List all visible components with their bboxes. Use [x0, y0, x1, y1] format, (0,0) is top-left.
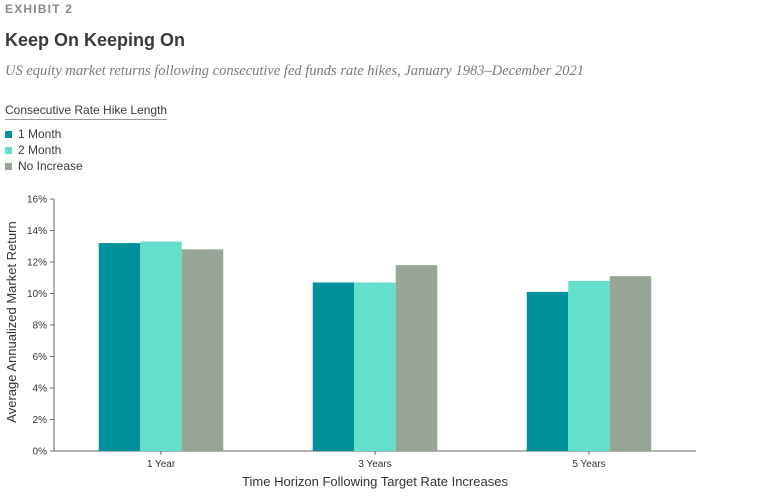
y-tick-label-6pct: 6%	[33, 352, 48, 363]
chart-subtitle: US equity market returns following conse…	[5, 63, 584, 79]
legend-label-no-increase: No Increase	[18, 159, 83, 173]
legend-title: Consecutive Rate Hike Length	[5, 103, 168, 120]
legend-label-1-month: 1 Month	[18, 127, 62, 141]
x-tick-label-1-year: 1 Year	[147, 459, 176, 470]
bar-2-month-5-years	[568, 280, 610, 451]
y-tick-label-12pct: 12%	[27, 258, 47, 269]
exhibit-label: EXHIBIT 2	[5, 2, 74, 16]
bar-1-month-1-year	[98, 243, 141, 451]
y-axis-title: Average Annualized Market Return	[4, 221, 19, 422]
legend-swatch-2-month	[5, 146, 12, 154]
legend-swatch-1-month	[5, 130, 12, 138]
y-tick-label-14pct: 14%	[27, 226, 47, 237]
legend: Consecutive Rate Hike Length 1 Month 2 M…	[5, 103, 168, 174]
bar-2-month-3-years	[354, 282, 396, 451]
legend-item-2-month: 2 Month	[5, 142, 167, 158]
y-tick-label-16pct: 16%	[27, 195, 47, 206]
bar-2-month-1-year	[140, 241, 182, 451]
bar-1-month-3-years	[312, 282, 355, 451]
y-tick-label-2pct: 2%	[33, 415, 48, 426]
y-tick-label-0pct: 0%	[33, 447, 48, 458]
legend-swatch-no-increase	[5, 162, 12, 170]
bar-1-month-5-years	[526, 291, 569, 451]
chart-title: Keep On Keeping On	[5, 30, 186, 50]
y-tick-label-8pct: 8%	[33, 321, 48, 332]
bar-no-increase-1-year	[181, 249, 224, 451]
legend-item-1-month: 1 Month	[5, 126, 167, 142]
legend-item-no-increase: No Increase	[5, 158, 167, 174]
x-axis-title: Time Horizon Following Target Rate Incre…	[242, 474, 508, 489]
bar-no-increase-5-years	[609, 276, 652, 451]
x-tick-label-5-years: 5 Years	[572, 459, 605, 470]
bar-no-increase-3-years	[395, 265, 438, 451]
legend-label-2-month: 2 Month	[18, 143, 62, 157]
x-tick-label-3-years: 3 Years	[358, 459, 391, 470]
y-tick-label-4pct: 4%	[33, 384, 48, 395]
y-tick-label-10pct: 10%	[27, 289, 47, 300]
